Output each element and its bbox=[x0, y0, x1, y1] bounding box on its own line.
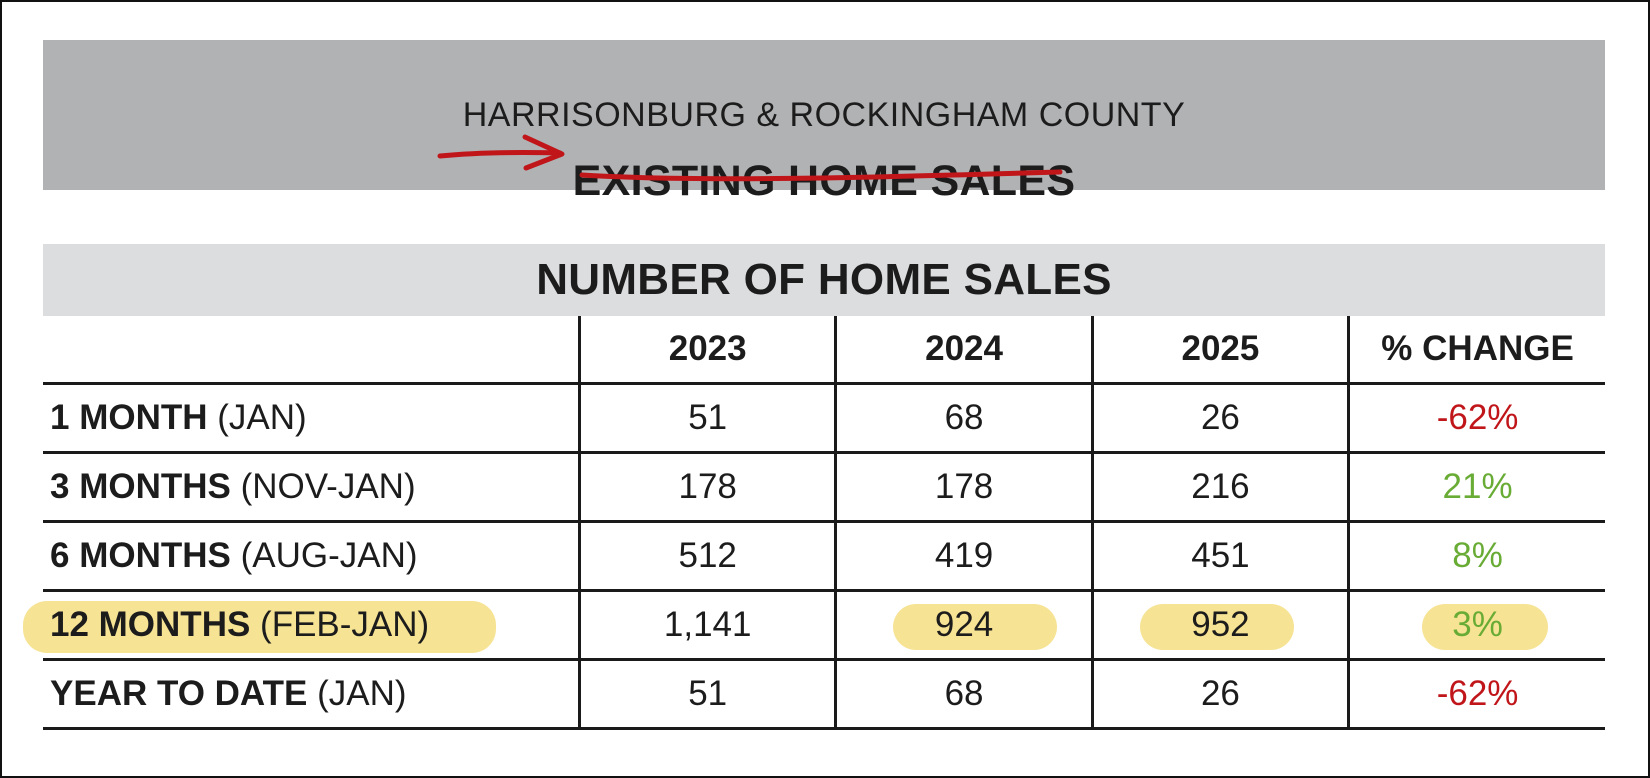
banner-title: EXISTING HOME SALES bbox=[572, 157, 1076, 205]
table-row: 1 MONTH (JAN) 51 68 26 -62% bbox=[43, 383, 1605, 454]
cell-2024: 924 bbox=[834, 590, 1093, 661]
col-header-2025: 2025 bbox=[1090, 316, 1349, 385]
table-row-highlighted: 12 MONTHS (FEB-JAN) 1,141 924 952 3% bbox=[23, 590, 1605, 661]
cell-change: -62% bbox=[1347, 659, 1605, 730]
cell-2023: 51 bbox=[577, 383, 836, 454]
table-row: YEAR TO DATE (JAN) 51 68 26 -62% bbox=[43, 659, 1605, 730]
cell-change: 8% bbox=[1347, 521, 1605, 592]
cell-2024: 68 bbox=[834, 659, 1093, 730]
cell-change: -62% bbox=[1347, 383, 1605, 454]
banner-subtitle: HARRISONBURG & ROCKINGHAM COUNTY bbox=[462, 96, 1186, 134]
col-header-label bbox=[43, 316, 580, 385]
highlight-mark bbox=[1139, 604, 1294, 650]
row-label: 3 MONTHS (NOV-JAN) bbox=[43, 452, 580, 523]
highlight-mark bbox=[1422, 604, 1549, 650]
cell-2025: 451 bbox=[1090, 521, 1349, 592]
highlight-mark bbox=[23, 601, 496, 653]
cell-2024: 419 bbox=[834, 521, 1093, 592]
row-label: 1 MONTH (JAN) bbox=[43, 383, 580, 454]
home-sales-table: 2023 2024 2025 % CHANGE 1 MONTH (JAN) 51… bbox=[23, 316, 1605, 730]
cell-2023: 1,141 bbox=[577, 590, 836, 661]
cell-change: 3% bbox=[1347, 590, 1605, 661]
table-heading: NUMBER OF HOME SALES bbox=[43, 244, 1605, 316]
table-row: 3 MONTHS (NOV-JAN) 178 178 216 21% bbox=[43, 452, 1605, 523]
table-header-row: 2023 2024 2025 % CHANGE bbox=[43, 316, 1605, 385]
cell-2025: 26 bbox=[1090, 659, 1349, 730]
cell-2025: 26 bbox=[1090, 383, 1349, 454]
col-header-2024: 2024 bbox=[834, 316, 1093, 385]
cell-change: 21% bbox=[1347, 452, 1605, 523]
highlight-mark bbox=[893, 604, 1058, 650]
cell-2023: 512 bbox=[577, 521, 836, 592]
cell-2025: 216 bbox=[1090, 452, 1349, 523]
row-label: 6 MONTHS (AUG-JAN) bbox=[43, 521, 580, 592]
table-row: 6 MONTHS (AUG-JAN) 512 419 451 8% bbox=[43, 521, 1605, 592]
row-label: 12 MONTHS (FEB-JAN) bbox=[23, 590, 580, 661]
cell-2023: 178 bbox=[577, 452, 836, 523]
cell-2025: 952 bbox=[1090, 590, 1349, 661]
row-label: YEAR TO DATE (JAN) bbox=[43, 659, 580, 730]
cell-2023: 51 bbox=[577, 659, 836, 730]
title-banner: HARRISONBURG & ROCKINGHAM COUNTY EXISTIN… bbox=[43, 40, 1605, 203]
col-header-2023: 2023 bbox=[577, 316, 836, 385]
cell-2024: 68 bbox=[834, 383, 1093, 454]
cell-2024: 178 bbox=[834, 452, 1093, 523]
col-header-change: % CHANGE bbox=[1347, 316, 1605, 385]
